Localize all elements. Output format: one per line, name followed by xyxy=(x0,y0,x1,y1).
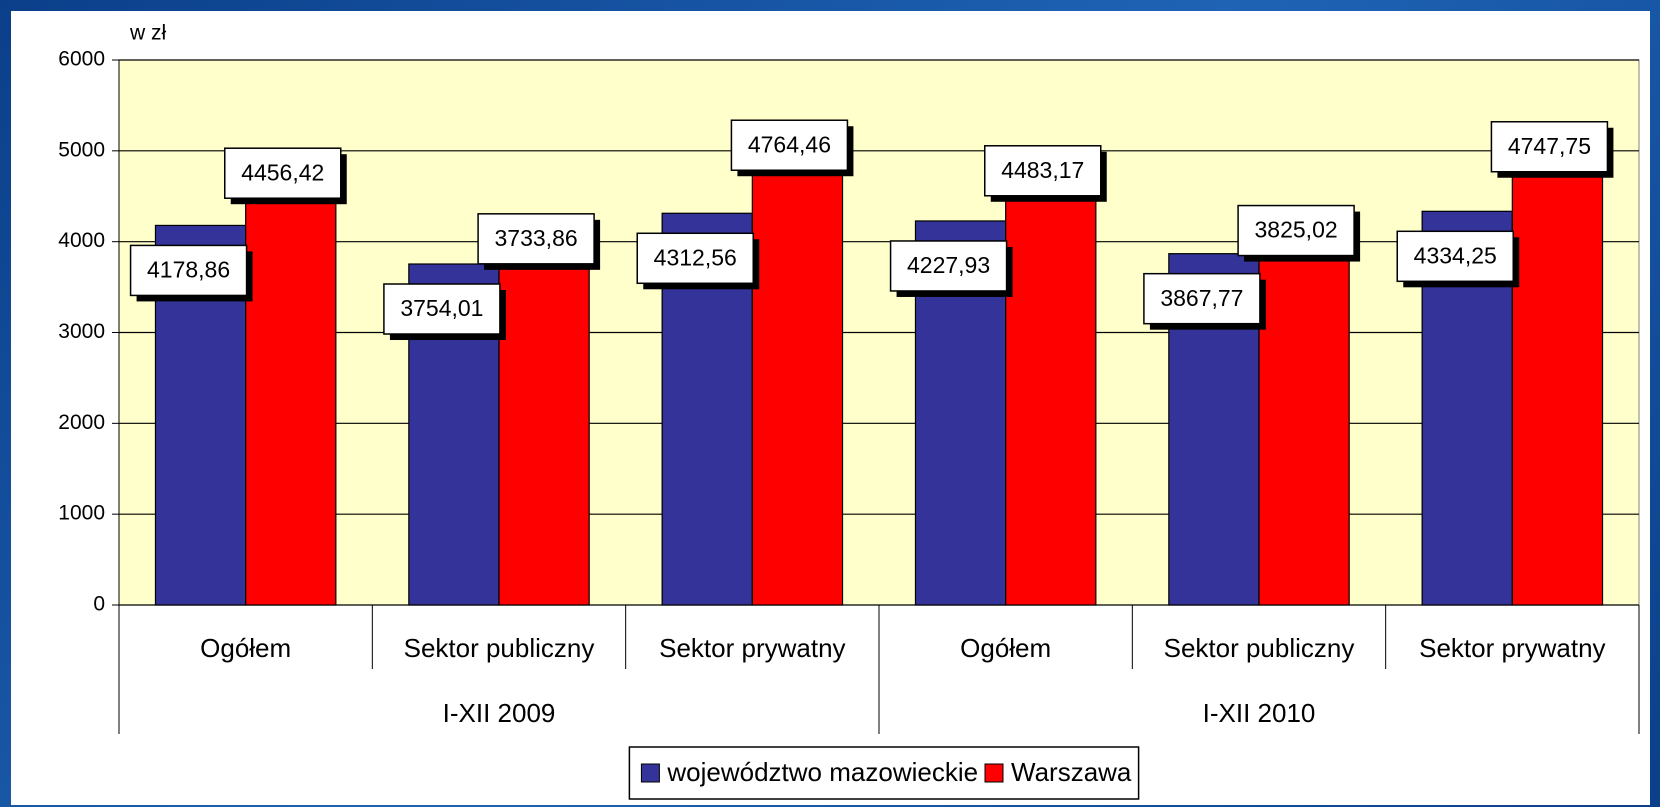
data-label-text: 4764,46 xyxy=(748,131,831,157)
data-label-box xyxy=(1237,204,1355,257)
data-label-text: 4334,25 xyxy=(1414,242,1497,268)
y-axis-label: w zł xyxy=(129,22,167,45)
legend-label: województwo mazowieckie xyxy=(666,757,978,787)
data-label-box xyxy=(383,283,501,335)
data-label-box xyxy=(730,119,849,171)
x-tick-label: Sektor prywatny xyxy=(659,633,845,663)
data-label-box xyxy=(129,244,248,297)
data-label-box xyxy=(984,145,1102,197)
data-label: 3867,77 xyxy=(1143,272,1266,330)
data-label-box xyxy=(889,240,1008,292)
x-tick-label: Ogółem xyxy=(200,633,291,663)
data-label: 4764,46 xyxy=(730,119,854,177)
data-label: 3825,02 xyxy=(1237,204,1361,262)
data-label: 4227,93 xyxy=(889,240,1013,297)
legend-box xyxy=(628,746,1140,800)
bar xyxy=(498,265,590,606)
data-label: 4483,17 xyxy=(984,145,1107,202)
data-label: 4312,56 xyxy=(636,232,760,290)
y-tick-label: 1000 xyxy=(58,502,105,525)
legend-label: Warszawa xyxy=(1011,757,1132,787)
bar xyxy=(751,171,844,606)
bar xyxy=(1258,256,1350,606)
data-label: 4456,42 xyxy=(224,147,347,205)
group-label: I-XII 2009 xyxy=(443,698,556,728)
data-label: 4178,86 xyxy=(129,244,253,302)
data-label-text: 3867,77 xyxy=(1160,285,1243,311)
y-tick-label: 5000 xyxy=(58,138,105,161)
group-label: I-XII 2010 xyxy=(1203,698,1316,728)
data-label-text: 3754,01 xyxy=(400,295,483,321)
data-label-text: 4312,56 xyxy=(654,244,737,270)
y-tick-label: 6000 xyxy=(58,48,105,71)
data-label-box xyxy=(636,232,754,285)
y-tick-label: 2000 xyxy=(58,411,105,434)
data-label: 3754,01 xyxy=(383,283,506,341)
bar xyxy=(1511,173,1604,606)
x-tick-label: Sektor publiczny xyxy=(1164,633,1355,663)
legend-swatch xyxy=(640,763,660,783)
data-label: 4747,75 xyxy=(1490,120,1614,178)
data-label-text: 3733,86 xyxy=(495,225,578,251)
data-label-text: 3825,02 xyxy=(1255,217,1338,243)
x-tick-label: Ogółem xyxy=(960,633,1051,663)
bar xyxy=(245,199,337,606)
data-label-text: 4456,42 xyxy=(241,159,324,185)
data-label: 3733,86 xyxy=(477,213,601,270)
x-tick-label: Sektor prywatny xyxy=(1419,633,1605,663)
data-label-box xyxy=(1143,272,1261,325)
y-tick-label: 4000 xyxy=(58,229,105,252)
data-label-text: 4747,75 xyxy=(1508,133,1591,159)
legend-swatch xyxy=(984,763,1004,783)
data-label-text: 4483,17 xyxy=(1001,157,1084,183)
x-tick-label: Sektor publiczny xyxy=(404,633,595,663)
data-label: 4334,25 xyxy=(1396,230,1520,288)
data-label-text: 4227,93 xyxy=(907,252,990,278)
y-tick-label: 0 xyxy=(93,593,105,616)
data-label-box xyxy=(1490,120,1609,173)
data-label-box xyxy=(477,213,595,265)
legend: województwo mazowieckie Warszawa xyxy=(628,746,1140,800)
y-tick-label: 3000 xyxy=(58,320,105,343)
data-label-box xyxy=(224,147,342,199)
data-label-box xyxy=(1396,230,1514,283)
bar xyxy=(1005,197,1097,606)
data-label-text: 4178,86 xyxy=(147,256,230,282)
